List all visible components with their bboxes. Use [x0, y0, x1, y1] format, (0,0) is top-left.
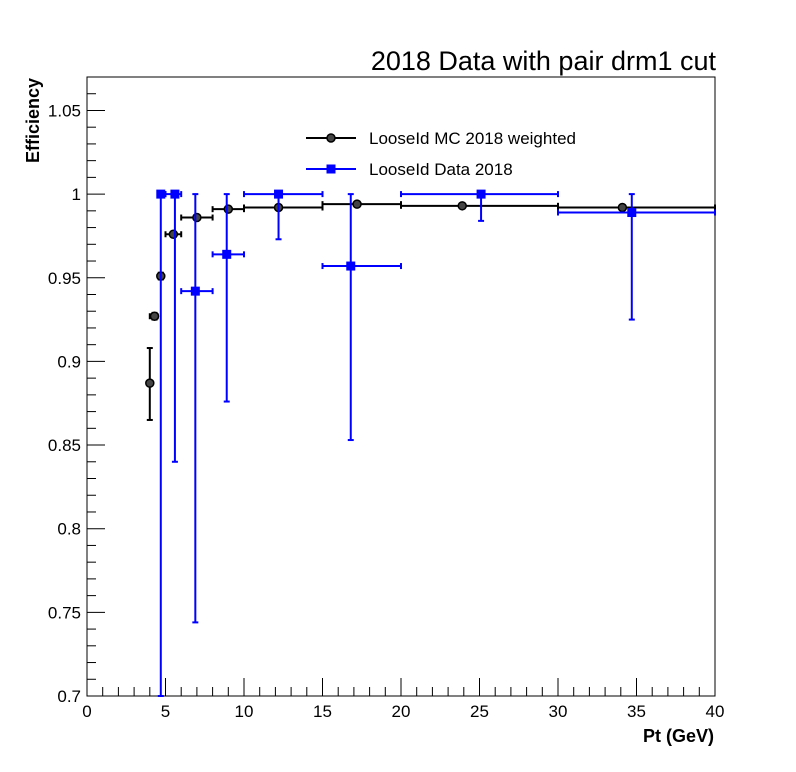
data-point — [557, 202, 716, 213]
data-point — [557, 193, 716, 321]
circle-marker — [617, 202, 628, 213]
data-point — [156, 189, 167, 697]
x-tick-label: 0 — [82, 702, 91, 721]
data-point — [164, 229, 183, 240]
y-tick-label: 1.05 — [48, 101, 81, 120]
circle-marker — [192, 212, 202, 223]
data-point — [145, 347, 155, 421]
legend-marker — [326, 133, 336, 143]
y-tick-label: 0.85 — [48, 436, 81, 455]
legend: LooseId MC 2018 weighted LooseId Data 201… — [306, 129, 576, 179]
data-point — [211, 193, 245, 403]
series-2 — [156, 189, 716, 697]
square-marker — [156, 189, 166, 199]
data-point — [180, 212, 214, 223]
series-layer — [145, 189, 716, 697]
legend-label: LooseId MC 2018 weighted — [369, 129, 576, 148]
circle-marker — [223, 204, 234, 214]
x-tick-label: 5 — [161, 702, 170, 721]
y-tick-label: 0.8 — [57, 520, 81, 539]
data-point — [164, 189, 183, 463]
y-tick-label: 1 — [72, 185, 81, 204]
x-tick-label: 35 — [627, 702, 646, 721]
y-tick-label: 0.9 — [57, 352, 81, 371]
y-axis-ticks: 0.7 0.75 0.8 0.85 0.9 0.95 1 1.05 — [48, 76, 105, 706]
square-marker — [222, 249, 232, 259]
y-tick-label: 0.95 — [48, 269, 81, 288]
series-1 — [145, 199, 716, 421]
circle-marker — [457, 201, 467, 211]
data-point — [400, 189, 559, 222]
x-tick-label: 20 — [392, 702, 411, 721]
square-marker — [346, 261, 356, 271]
data-point — [400, 201, 559, 211]
legend-entry: LooseId Data 2018 — [306, 160, 513, 179]
x-tick-label: 40 — [706, 702, 725, 721]
legend-marker — [326, 164, 336, 174]
square-marker — [274, 189, 284, 199]
y-axis-label: Efficiency — [23, 78, 43, 163]
data-point — [243, 189, 324, 241]
x-tick-label: 30 — [549, 702, 568, 721]
data-point — [148, 311, 160, 321]
square-marker — [476, 189, 486, 199]
data-point — [243, 202, 324, 213]
circle-marker — [168, 229, 179, 240]
circle-marker — [352, 199, 362, 209]
data-point — [211, 204, 245, 214]
square-marker — [170, 189, 180, 199]
legend-label: LooseId Data 2018 — [369, 160, 513, 179]
square-marker — [627, 208, 637, 218]
data-point — [180, 193, 214, 624]
legend-entry: LooseId MC 2018 weighted — [306, 129, 576, 148]
data-point — [321, 193, 402, 442]
x-tick-label: 10 — [235, 702, 254, 721]
y-tick-label: 0.7 — [57, 687, 81, 706]
y-tick-label: 0.75 — [48, 603, 81, 622]
chart-title: 2018 Data with pair drm1 cut — [371, 46, 717, 76]
circle-marker — [145, 378, 155, 388]
data-point — [321, 199, 402, 209]
x-tick-label: 25 — [470, 702, 489, 721]
square-marker — [190, 286, 200, 296]
x-axis-label: Pt (GeV) — [643, 726, 714, 746]
x-axis-ticks: 0 5 10 15 20 25 30 35 40 — [82, 678, 724, 721]
circle-marker — [149, 311, 160, 321]
x-tick-label: 15 — [313, 702, 332, 721]
